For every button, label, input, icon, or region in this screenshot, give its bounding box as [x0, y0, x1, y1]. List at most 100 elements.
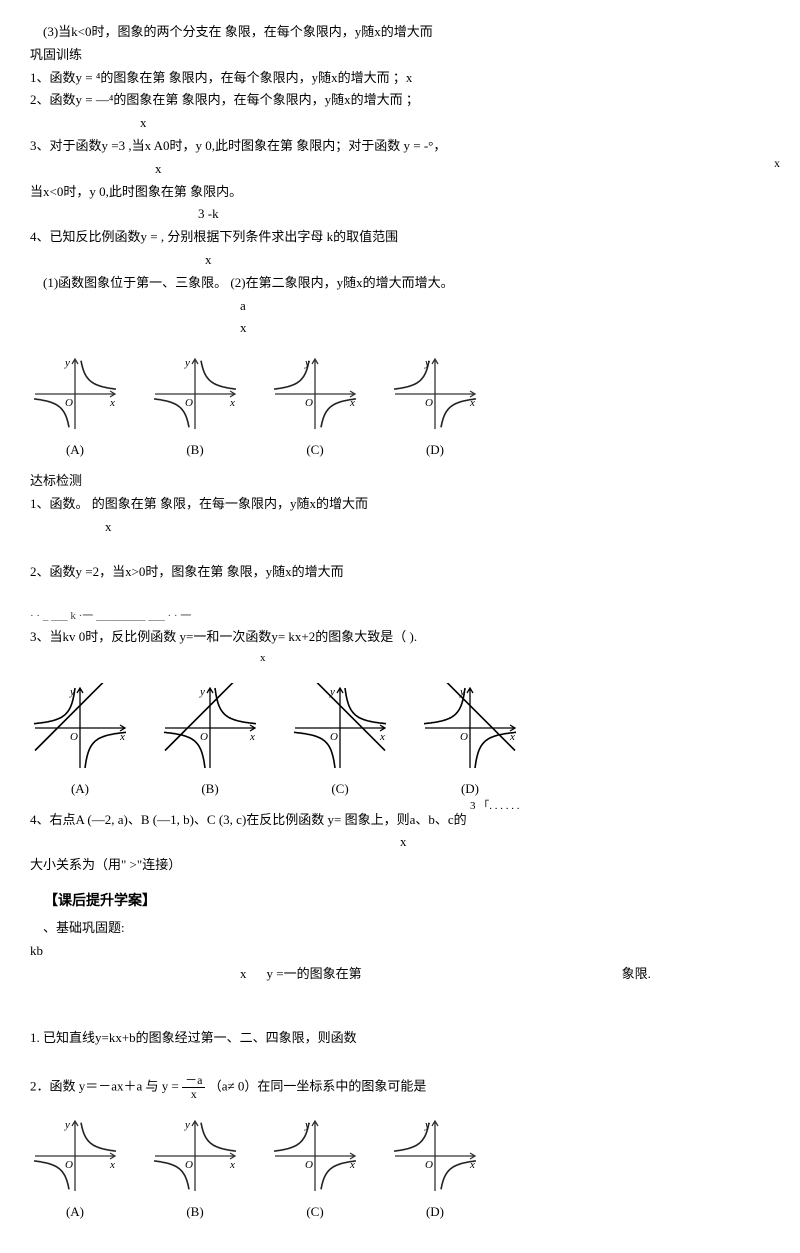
svg-text:x: x — [109, 1159, 115, 1171]
chart-item-c: yxO (C) — [270, 354, 360, 461]
svg-text:x: x — [229, 397, 235, 409]
chart-row-3: yxO (A) yxO (B) yxO (C) yxO (D) — [30, 1116, 770, 1223]
chart-label: (B) — [186, 440, 203, 461]
text-line: y =一的图象在第 — [267, 964, 362, 985]
text-line-faint: · · _ ___ k ·一 _________ ___ · · 一 — [30, 608, 770, 626]
svg-text:y: y — [184, 1119, 190, 1131]
combo-graph: yxO — [290, 683, 390, 773]
svg-text:y: y — [64, 357, 70, 369]
chart-label: (D) — [426, 440, 444, 461]
text-line: 1、函数y = ⁴的图象在第 象限内，在每个象限内，y随x的增大而 ；x — [30, 68, 770, 89]
text: 4、右点A (—2, a)、B (—1, b)、C (3, c)在反比例函数 y… — [30, 812, 467, 827]
svg-text:O: O — [185, 397, 193, 409]
fraction-denominator: x — [182, 1088, 205, 1101]
text-line: 当x<0时，y 0,此时图象在第 象限内。 — [30, 182, 770, 203]
svg-text:O: O — [305, 397, 313, 409]
text-line: 、基础巩固题: — [30, 918, 770, 939]
svg-text:y: y — [184, 357, 190, 369]
text-line: 3、对于函数y =3 ,当x A0时，y 0,此时图象在第 象限内；对于函数 y… — [30, 136, 770, 157]
section-title: 【课后提升学案】 — [30, 891, 770, 913]
combo-graph: yxO — [420, 683, 520, 773]
text-line: 2．函数 y＝－ax＋a 与 y = －a x （a≠ 0）在同一坐标系中的图象… — [30, 1074, 770, 1101]
text-line: 巩固训练 — [30, 45, 770, 66]
chart-item-c: yxO (C) — [270, 1116, 360, 1223]
svg-text:O: O — [305, 1159, 313, 1171]
chart-label: (B) — [201, 779, 218, 800]
hyperbola-graph: yxO — [390, 354, 480, 434]
chart-item-a: y x O (A) — [30, 1116, 120, 1223]
chart-item-d: yxO (D) — [390, 1116, 480, 1223]
chart-item-b: y x O (B) — [160, 683, 260, 800]
svg-text:O: O — [425, 1159, 433, 1171]
text-line: 1. 已知直线y=kx+b的图象经过第一、二、四象限，则函数 — [30, 1028, 770, 1049]
chart-item-d: yxO (D) — [390, 354, 480, 461]
hyperbola-graph: yxO — [270, 1116, 360, 1196]
chart-label: (D) — [461, 779, 479, 800]
text-line: 2、函数y =2，当x>0时，图象在第 象限，y随x的增大而 — [30, 562, 770, 583]
hyperbola-graph: y x O — [150, 1116, 240, 1196]
hyperbola-graph: yxO — [270, 354, 360, 434]
subscript-x: x — [105, 517, 770, 538]
subscript-x: x — [774, 154, 780, 173]
svg-text:x: x — [249, 731, 255, 743]
chart-item-b: y x O (B) — [150, 1116, 240, 1223]
svg-text:O: O — [65, 1159, 73, 1171]
svg-text:O: O — [65, 397, 73, 409]
subscript-x: x — [260, 650, 770, 668]
chart-item-b: y x O (B) — [150, 354, 240, 461]
fraction-numerator: 3 -k — [198, 204, 770, 225]
text-line: 大小关系为（用" >"连接） — [30, 855, 770, 876]
hyperbola-graph: y x O — [30, 354, 120, 434]
text-line: 4、已知反比例函数y = , 分别根据下列条件求出字母 k的取值范围 — [30, 227, 770, 248]
fraction-numerator: －a — [182, 1074, 205, 1088]
combo-graph: yxO — [30, 683, 130, 773]
hyperbola-graph: y x O — [30, 1116, 120, 1196]
equation-fragment: y = — [162, 1079, 182, 1094]
text: （a≠ 0）在同一坐标系中的图象可能是 — [209, 1079, 427, 1094]
text-line: (1)函数图象位于第一、三象限。 (2)在第二象限内，y随x的增大而增大。 — [30, 273, 770, 294]
chart-item-a: yxO (A) — [30, 683, 130, 800]
subscript-x: x — [400, 832, 770, 853]
text-fragment: 3 「. . . . . . — [470, 798, 520, 816]
chart-label: (D) — [426, 1202, 444, 1223]
text-line: 3 「. . . . . . 4、右点A (—2, a)、B (—1, b)、C… — [30, 810, 770, 831]
chart-label: (B) — [186, 1202, 203, 1223]
chart-label: (A) — [71, 779, 89, 800]
text-a: a — [240, 296, 770, 317]
chart-label: (C) — [331, 779, 348, 800]
svg-text:O: O — [425, 397, 433, 409]
chart-row-2: yxO (A) y x O (B) y x O (C) yxO (D) — [30, 683, 770, 800]
text-kb: kb — [30, 941, 770, 962]
fraction-denominator: x — [205, 250, 770, 271]
chart-label: (C) — [306, 440, 323, 461]
hyperbola-graph: y x O — [150, 354, 240, 434]
svg-text:y: y — [64, 1119, 70, 1131]
combo-graph: y x O — [160, 683, 260, 773]
text-line: 象限. — [622, 964, 651, 985]
chart-item-a: y x O (A) — [30, 354, 120, 461]
section-heading: 达标检测 — [30, 471, 770, 492]
text: 3、对于函数y =3 ,当x A0时，y 0,此时图象在第 象限内；对于函数 y… — [30, 138, 446, 153]
subscript-x: x — [140, 113, 770, 134]
svg-text:x: x — [109, 397, 115, 409]
chart-label: (A) — [66, 1202, 84, 1223]
text-line: 2、函数y = —⁴的图象在第 象限内，在每个象限内，y随x的增大而 ； — [30, 90, 770, 111]
svg-text:O: O — [185, 1159, 193, 1171]
text-line: 1、函数。 的图象在第 象限，在每一象限内，y随x的增大而 — [30, 494, 770, 515]
subscript-x: x — [155, 159, 770, 180]
chart-item-d: yxO (D) — [420, 683, 520, 800]
svg-text:x: x — [229, 1159, 235, 1171]
chart-label: (C) — [306, 1202, 323, 1223]
text: 2．函数 y＝－ax＋a 与 — [30, 1079, 162, 1094]
svg-text:O: O — [460, 731, 468, 743]
svg-text:x: x — [379, 731, 385, 743]
chart-row-1: yxO (A) yxO (B) yxO (C) yxO (D) — [30, 354, 770, 461]
hyperbola-graph: yxO — [390, 1116, 480, 1196]
svg-text:y: y — [199, 686, 205, 698]
svg-text:O: O — [330, 731, 338, 743]
svg-text:O: O — [200, 731, 208, 743]
text-line: (3)当k<0时，图象的两个分支在 象限，在每个象限内，y随x的增大而 — [30, 22, 770, 43]
chart-label: (A) — [66, 440, 84, 461]
svg-text:O: O — [70, 731, 78, 743]
text-line: 3、当kv 0时，反比例函数 y=一和一次函数y= kx+2的图象大致是（ ). — [30, 627, 770, 648]
